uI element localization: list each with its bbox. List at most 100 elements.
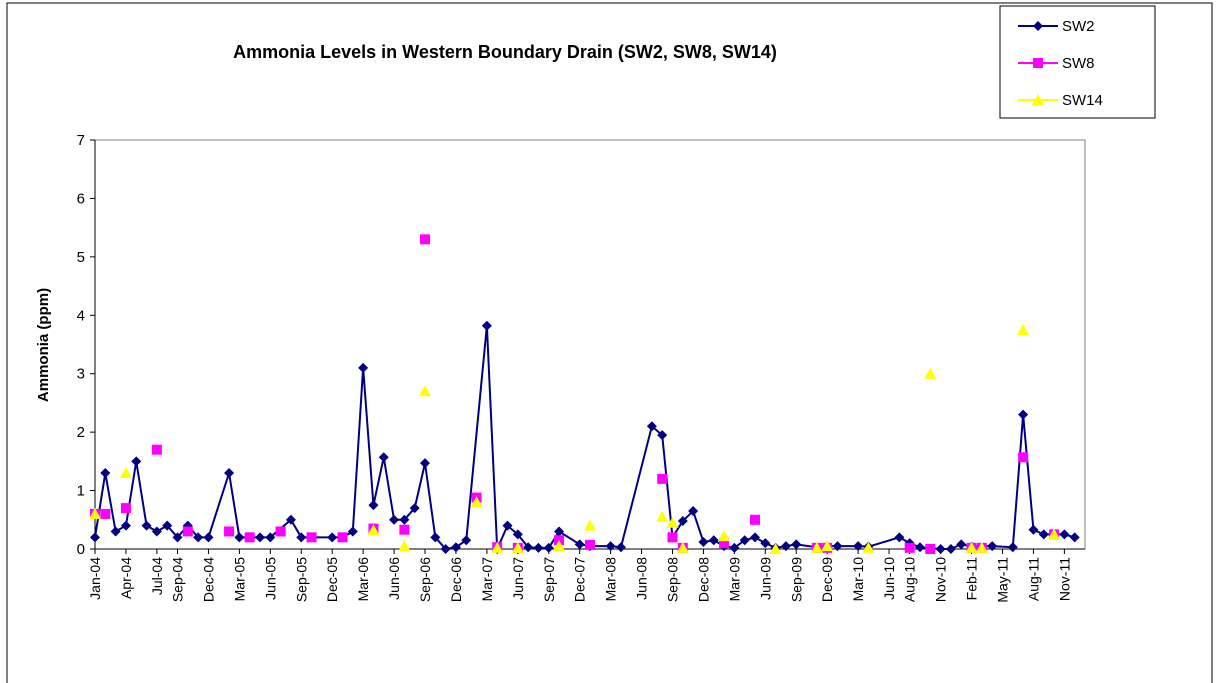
x-tick-label: Jun-05: [262, 557, 278, 600]
marker: [1069, 532, 1080, 543]
marker: [172, 532, 183, 543]
x-tick-label: Jan-04: [87, 557, 103, 600]
x-tick-label: Aug-10: [902, 557, 918, 602]
y-tick-label: 3: [77, 366, 85, 383]
marker: [904, 542, 915, 553]
marker: [151, 526, 162, 537]
x-tick-label: Mar-06: [355, 557, 371, 602]
marker: [193, 532, 204, 543]
marker: [656, 510, 669, 522]
legend-label: SW8: [1062, 55, 1095, 72]
marker: [862, 541, 875, 553]
x-tick-label: Aug-11: [1025, 557, 1041, 601]
x-tick-label: Jul-04: [149, 557, 165, 595]
marker: [965, 541, 978, 553]
marker: [347, 526, 358, 537]
marker: [120, 503, 131, 514]
marker: [698, 536, 709, 547]
y-tick-label: 2: [77, 424, 85, 441]
marker: [419, 385, 431, 397]
marker: [90, 532, 100, 543]
marker: [708, 535, 719, 546]
marker: [925, 544, 936, 554]
marker: [975, 541, 988, 553]
marker: [420, 458, 430, 469]
marker: [224, 526, 235, 537]
marker: [760, 538, 771, 549]
marker: [131, 456, 142, 467]
marker: [399, 514, 410, 525]
marker: [924, 367, 937, 379]
legend-label: SW14: [1062, 92, 1103, 109]
marker: [119, 467, 132, 479]
marker: [162, 520, 173, 531]
x-tick-label: Mar-07: [479, 557, 495, 602]
marker: [182, 526, 193, 537]
marker: [750, 532, 760, 543]
marker: [810, 541, 823, 553]
x-tick-label: Jun-08: [634, 557, 650, 600]
x-tick-label: Dec-08: [695, 557, 711, 602]
marker: [987, 541, 998, 552]
x-tick-label: Dec-06: [448, 557, 464, 602]
x-tick-label: Sep-05: [293, 557, 309, 602]
marker: [461, 535, 472, 546]
x-tick-label: Jun-07: [510, 557, 526, 600]
marker: [666, 516, 679, 528]
marker: [203, 532, 214, 543]
y-tick-label: 0: [77, 541, 85, 558]
x-tick-label: Mar-05: [231, 557, 247, 602]
marker: [821, 540, 834, 552]
x-tick-label: Nov-11: [1056, 557, 1072, 601]
marker: [1059, 529, 1070, 540]
marker: [1048, 528, 1061, 540]
marker: [100, 508, 111, 519]
marker: [430, 532, 441, 543]
marker: [646, 421, 657, 432]
marker: [265, 532, 276, 543]
x-tick-label: Jun-06: [386, 557, 402, 600]
marker: [585, 539, 595, 550]
marker: [584, 519, 596, 531]
x-tick-label: Mar-10: [850, 557, 866, 602]
marker: [224, 468, 235, 479]
x-tick-label: Mar-09: [726, 557, 742, 602]
plot-area: [94, 139, 1086, 550]
x-tick-label: Dec-05: [324, 557, 340, 602]
marker: [739, 535, 750, 546]
y-tick-label: 1: [77, 483, 85, 500]
marker: [296, 532, 307, 543]
marker: [657, 430, 668, 441]
marker: [1007, 542, 1018, 553]
marker: [915, 542, 925, 553]
marker: [409, 503, 420, 514]
marker: [512, 529, 523, 540]
marker: [956, 539, 967, 550]
marker: [450, 542, 461, 553]
marker: [574, 539, 585, 550]
marker: [234, 532, 245, 543]
x-tick-label: Feb-11: [964, 557, 980, 601]
chart-title: Ammonia Levels in Western Boundary Drain…: [233, 42, 777, 62]
marker: [676, 541, 689, 553]
marker: [554, 526, 565, 537]
marker: [1033, 21, 1043, 31]
x-tick-label: Jun-09: [757, 557, 773, 600]
marker: [141, 520, 152, 531]
marker: [89, 507, 101, 519]
marker: [151, 444, 162, 455]
marker: [481, 320, 492, 331]
marker: [1018, 452, 1029, 463]
x-tick-label: Mar-08: [603, 557, 619, 602]
marker: [553, 540, 566, 552]
marker: [255, 532, 265, 543]
marker: [337, 532, 348, 543]
marker: [110, 526, 121, 537]
marker: [502, 520, 513, 531]
y-tick-label: 5: [77, 249, 85, 266]
x-tick-label: Dec-07: [572, 557, 588, 602]
y-axis-label: Ammonia (ppm): [35, 288, 52, 402]
marker: [285, 514, 296, 525]
marker: [729, 542, 740, 553]
y-tick-label: 6: [77, 190, 85, 207]
